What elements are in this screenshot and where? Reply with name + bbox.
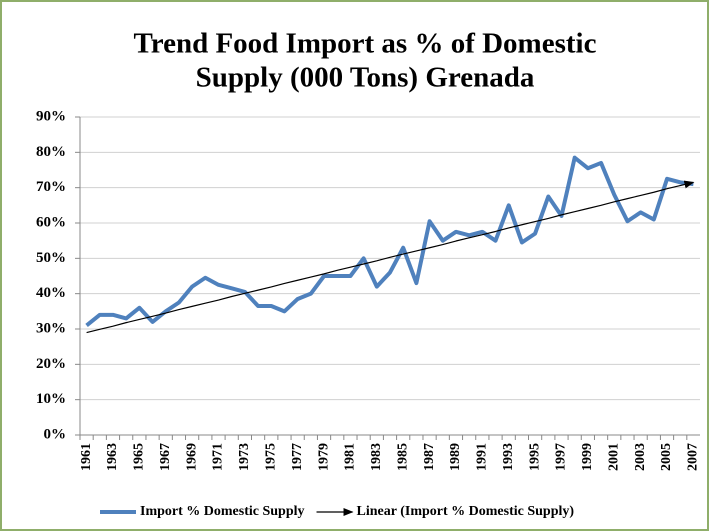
y-tick-label: 70% [36, 179, 66, 195]
y-tick-label: 80% [36, 144, 66, 160]
x-tick-label: 1987 [422, 443, 437, 471]
y-tick-label: 0% [44, 426, 67, 442]
data-line [85, 155, 694, 328]
x-tick-label: 1993 [501, 443, 516, 471]
x-tick-label: 1991 [475, 443, 490, 471]
y-tick-label: 10% [36, 391, 66, 407]
y-tick-label: 60% [36, 214, 66, 230]
x-tick-label: 1985 [395, 443, 410, 471]
legend-label: Linear (Import % Domestic Supply) [357, 504, 575, 519]
x-tick-label: 1969 [184, 443, 199, 471]
x-tick-label: 1975 [263, 443, 278, 471]
x-tick-label: 1971 [211, 443, 226, 471]
x-tick-label: 2003 [633, 443, 648, 471]
trend-line [86, 180, 695, 334]
x-tick-label: 1983 [369, 443, 384, 471]
legend-label: Import % Domestic Supply [140, 504, 305, 519]
x-tick-label: 2005 [659, 443, 674, 471]
x-tick-label: 1979 [316, 443, 331, 471]
y-tick-label: 40% [36, 285, 66, 301]
y-tick-label: 50% [36, 250, 66, 266]
y-tick-label: 90% [36, 108, 66, 124]
x-tick-label: 1963 [105, 443, 120, 471]
y-tick-label: 30% [36, 320, 66, 336]
x-tick-label: 1973 [237, 443, 252, 471]
x-tick-label: 1961 [79, 443, 94, 471]
x-tick-label: 1999 [580, 443, 595, 471]
chart-title: Supply (000 Tons) Grenada [196, 62, 535, 94]
x-tick-label: 1965 [132, 443, 147, 471]
x-tick-label: 1977 [290, 443, 305, 471]
x-tick-label: 1995 [527, 443, 542, 471]
x-tick-label: 2007 [686, 443, 701, 471]
chart-title: Trend Food Import as % of Domestic [134, 28, 597, 60]
x-tick-label: 1997 [554, 443, 569, 471]
x-tick-label: 2001 [606, 443, 621, 471]
y-tick-label: 20% [36, 356, 66, 372]
x-tick-label: 1989 [448, 443, 463, 471]
x-tick-label: 1981 [343, 443, 358, 471]
x-tick-label: 1967 [158, 443, 173, 471]
